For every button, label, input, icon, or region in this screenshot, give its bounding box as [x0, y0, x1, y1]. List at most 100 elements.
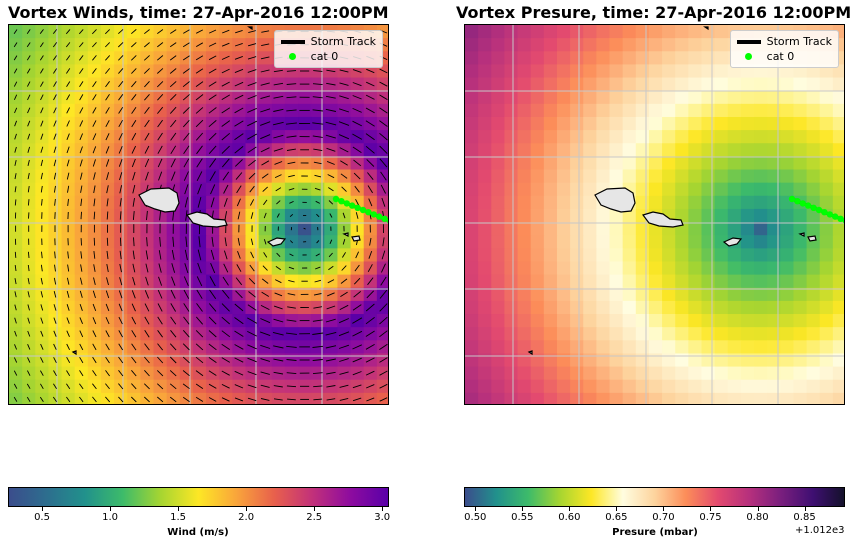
- pressure-cell: [819, 77, 834, 92]
- pressure-cell: [727, 287, 742, 302]
- storm-track-point-7: [370, 211, 377, 218]
- pressure-cell: [517, 90, 532, 105]
- pressure-cell: [819, 182, 834, 197]
- wind-vector: [184, 249, 188, 261]
- pressure-cell: [609, 64, 624, 79]
- wind-vector: [274, 292, 283, 297]
- pressure-cell: [819, 103, 834, 118]
- pressure-cell: [504, 340, 519, 355]
- wind-vector: [144, 145, 150, 154]
- pressure-cell: [530, 143, 545, 157]
- wind-vector: [339, 358, 349, 362]
- pressure-cell: [754, 156, 768, 171]
- pressure-cell: [754, 90, 768, 105]
- wind-cell: [376, 90, 388, 105]
- pressure-cell: [570, 340, 584, 355]
- pressure-cell: [530, 340, 545, 355]
- wind-vector: [132, 184, 136, 194]
- wind-vector: [312, 319, 323, 322]
- wind-vector: [288, 279, 295, 283]
- pressure-cell: [491, 287, 506, 302]
- pressure-cell: [543, 38, 558, 52]
- wind-vector: [92, 55, 97, 61]
- pressure-cell: [688, 248, 703, 263]
- pressure-cell: [609, 103, 624, 118]
- pressure-cell: [491, 77, 506, 92]
- pressure-cell: [688, 340, 703, 355]
- pressure-cell: [806, 314, 821, 328]
- wind-vector: [248, 30, 256, 34]
- pressure-cell: [648, 340, 663, 355]
- wind-cell: [114, 25, 128, 39]
- pressure-cell: [609, 327, 624, 341]
- pressure-cell: [701, 392, 716, 404]
- pressure-cell: [754, 300, 768, 315]
- colorbar-tick: [616, 507, 618, 511]
- wind-vector: [104, 42, 111, 48]
- pressure-cell: [819, 340, 834, 355]
- pressure-cell: [714, 208, 729, 223]
- pressure-cell: [609, 169, 624, 184]
- wind-vector: [183, 171, 189, 181]
- pressure-cell: [675, 25, 689, 39]
- wind-vector: [341, 265, 347, 271]
- wind-vector: [159, 210, 162, 221]
- pressure-cell: [530, 392, 545, 404]
- wind-vector: [260, 384, 270, 388]
- pressure-cell: [530, 261, 545, 276]
- pressure-cell: [478, 222, 492, 236]
- pressure-cell: [767, 182, 781, 197]
- wind-vector: [286, 96, 297, 99]
- wind-vector: [67, 251, 69, 259]
- wind-vector: [14, 330, 17, 337]
- wind-cell: [376, 248, 388, 263]
- wind-vector: [53, 133, 57, 140]
- wind-vector: [169, 343, 177, 351]
- wind-vector: [40, 172, 43, 180]
- wind-vector: [118, 343, 124, 351]
- pressure-cell: [688, 287, 703, 302]
- pressure-cell: [780, 314, 795, 328]
- wind-vector: [367, 277, 374, 286]
- pressure-cell: [583, 25, 597, 39]
- pressure-cell: [727, 261, 742, 276]
- pressure-cell: [609, 300, 624, 315]
- wind-cell: [376, 195, 388, 210]
- pressure-cell: [754, 353, 768, 368]
- pressure-cell: [465, 116, 479, 131]
- pressure-cell: [662, 287, 676, 302]
- wind-cell: [376, 143, 388, 157]
- wind-vector: [273, 147, 283, 152]
- pressure-cell: [478, 379, 492, 394]
- pressure-cell: [635, 287, 650, 302]
- pressure-cell: [740, 195, 755, 210]
- pressure-cell: [740, 222, 755, 236]
- wind-vector: [119, 172, 123, 181]
- wind-vector: [289, 253, 294, 257]
- wind-vector: [247, 397, 257, 402]
- pressure-cell: [701, 116, 716, 131]
- pressure-cell: [740, 274, 755, 289]
- wind-vector: [66, 370, 71, 377]
- storm-track-point-1: [794, 198, 801, 205]
- pressure-cell: [504, 195, 519, 210]
- pressure-cell: [530, 25, 545, 39]
- wind-vector: [183, 145, 190, 155]
- pressure-cell: [675, 103, 689, 118]
- pressure-cell: [793, 274, 808, 289]
- wind-vector: [250, 251, 255, 259]
- wind-vector: [352, 357, 362, 363]
- pressure-cell: [675, 248, 689, 263]
- pressure-cell: [609, 90, 624, 105]
- colorbar-tick-label: 0.60: [558, 512, 581, 523]
- pressure-cell: [662, 327, 676, 341]
- pressure-cell: [570, 143, 584, 157]
- pressure-cell: [662, 300, 676, 315]
- wind-vector: [234, 397, 244, 402]
- pressure-cell: [701, 379, 716, 394]
- wind-vector: [157, 396, 164, 403]
- wind-vector: [53, 94, 57, 101]
- wind-vector: [66, 396, 71, 403]
- pressure-cell: [465, 340, 479, 355]
- wind-vector: [106, 185, 109, 194]
